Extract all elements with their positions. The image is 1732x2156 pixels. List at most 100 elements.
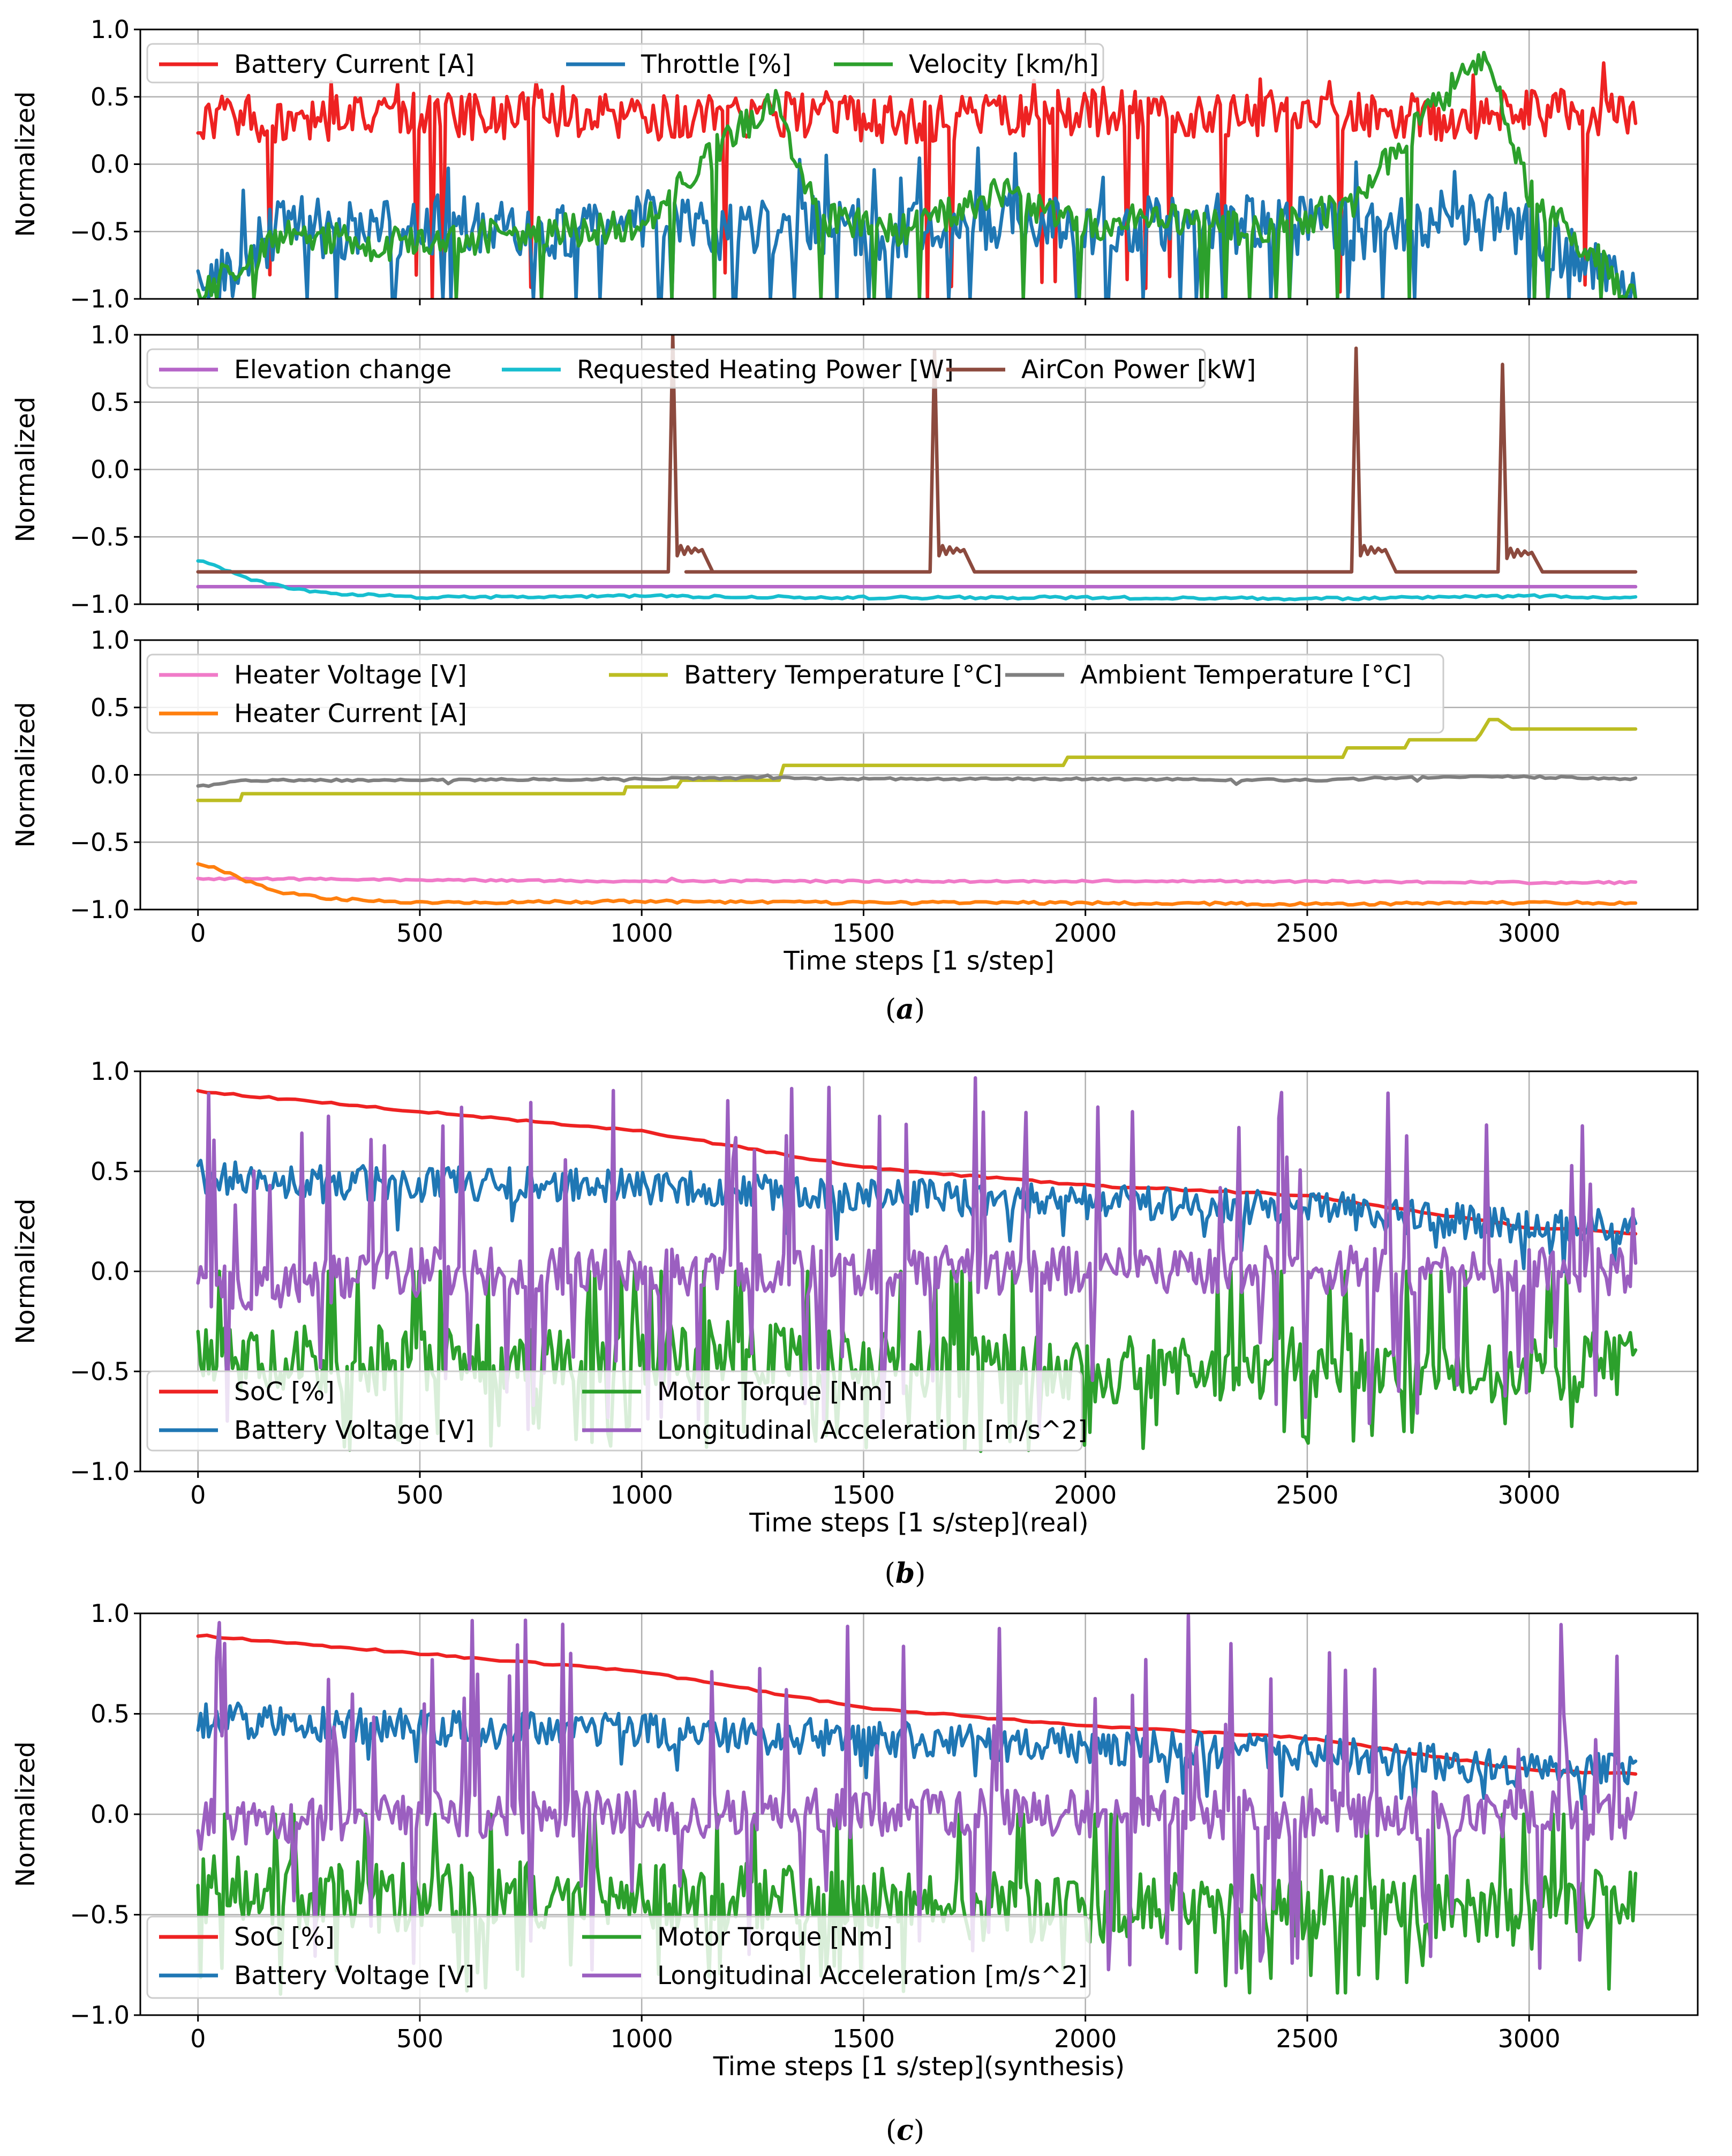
x-tick-label: 0 xyxy=(190,1481,206,1509)
legend: SoC [%] Battery Voltage [V] Motor Torque [… xyxy=(146,1370,1088,1452)
x-tick-label: 3000 xyxy=(1498,1481,1561,1509)
series-line-longitudinal-acceleration-m-s-2 xyxy=(196,1076,1638,1432)
x-axis-label: Time steps [1 s/step] xyxy=(783,946,1054,976)
y-axis-label: Normalized xyxy=(11,702,41,847)
caption-c: (c) xyxy=(886,2114,924,2147)
y-tick-label: −1.0 xyxy=(70,590,130,619)
y-tick-label: 0.5 xyxy=(91,388,130,417)
series-group xyxy=(196,335,1638,602)
x-tick-label: 1500 xyxy=(832,2024,895,2053)
series-group xyxy=(196,50,1638,299)
x-tick-label: 1500 xyxy=(832,1481,895,1509)
y-tick-label: −1.0 xyxy=(70,284,130,313)
legend: Elevation change Requested Heating Power … xyxy=(146,348,1256,389)
x-tick-label: 2000 xyxy=(1054,2024,1117,2053)
series-line-requested-heating-power-w xyxy=(196,559,1638,602)
series-line-motor-torque-nm xyxy=(196,1812,1638,1996)
y-tick-label: 0.5 xyxy=(91,82,130,111)
legend-label-heater-voltage-v: Heater Voltage [V] xyxy=(234,660,467,690)
y-tick-label: 0.0 xyxy=(91,1257,130,1286)
plot-frame xyxy=(139,639,1699,911)
series-line-longitudinal-acceleration-m-s-2 xyxy=(196,1613,1638,1974)
y-tick-label: 0.5 xyxy=(91,1700,130,1729)
plot-frame xyxy=(139,1612,1699,2016)
legend-label-soc: SoC [%] xyxy=(234,1377,335,1407)
legend-label-velocity-km-h: Velocity [km/h] xyxy=(909,50,1099,79)
x-tick-label: 3000 xyxy=(1498,2024,1561,2053)
x-tick-label: 500 xyxy=(396,919,443,948)
y-tick-label: 1.0 xyxy=(91,1599,130,1628)
y-axis-label: Normalized xyxy=(11,1198,41,1344)
legend-label-heater-current-a: Heater Current [A] xyxy=(234,699,467,728)
panel-b: 0 500 1000 1500 2000 2500 3000 1.0 0.5 0.0 −0.5 −1.… xyxy=(11,1057,1699,1538)
legend-box xyxy=(146,1370,1083,1452)
legend-label-elevation-change: Elevation change xyxy=(234,355,451,385)
y-tick-label: 1.0 xyxy=(91,15,130,44)
x-tick-label: 1500 xyxy=(832,919,895,948)
series-line-throttle xyxy=(196,146,1638,299)
legend-box xyxy=(146,348,1206,389)
caption-a: (a) xyxy=(885,993,925,1026)
x-tick-label: 2000 xyxy=(1054,1481,1117,1509)
x-tick-label: 2000 xyxy=(1054,919,1117,948)
y-tick-label: −1.0 xyxy=(70,895,130,924)
x-tick-label: 2500 xyxy=(1276,2024,1338,2053)
legend-label-longitudinal-acceleration-m-s-2: Longitudinal Acceleration [m/s^2] xyxy=(657,1961,1088,1990)
plot-frame xyxy=(139,334,1699,605)
y-tick-label: 0.5 xyxy=(91,693,130,722)
y-tick-label: 0.5 xyxy=(91,1157,130,1186)
x-axis-label: Time steps [1 s/step](real) xyxy=(749,1508,1089,1538)
y-tick-label: −0.5 xyxy=(70,1357,130,1386)
legend-label-soc: SoC [%] xyxy=(234,1922,335,1952)
x-axis-label: Time steps [1 s/step](synthesis) xyxy=(713,2052,1125,2082)
y-tick-label: 1.0 xyxy=(91,320,130,349)
x-tick-label: 1000 xyxy=(611,1481,673,1509)
legend-label-requested-heating-power-w: Requested Heating Power [W] xyxy=(577,355,954,385)
panel-c: 0 500 1000 1500 2000 2500 3000 1.0 0.5 0.0 −0.5 −1.… xyxy=(11,1599,1699,2082)
series-line-heater-voltage-v xyxy=(196,876,1638,885)
series-line-battery-voltage-v xyxy=(196,1701,1638,1811)
y-tick-label: −1.0 xyxy=(70,1457,130,1486)
series-line-aircon-power-kw xyxy=(196,335,1638,574)
legend-label-motor-torque-nm: Motor Torque [Nm] xyxy=(657,1922,893,1952)
legend: SoC [%] Battery Voltage [V] Motor Torque [… xyxy=(146,1915,1091,1999)
y-tick-label: 0.0 xyxy=(91,150,130,179)
y-tick-label: 0.0 xyxy=(91,761,130,790)
legend-label-battery-voltage-v: Battery Voltage [V] xyxy=(234,1416,475,1445)
y-tick-label: −0.5 xyxy=(70,828,130,857)
plot-frame xyxy=(139,28,1699,300)
y-tick-label: −1.0 xyxy=(70,2001,130,2030)
series-group xyxy=(196,718,1638,907)
y-tick-label: 0.0 xyxy=(91,1800,130,1829)
x-tick-label: 500 xyxy=(396,1481,443,1509)
x-tick-label: 0 xyxy=(190,2024,206,2053)
legend-label-battery-voltage-v: Battery Voltage [V] xyxy=(234,1961,475,1990)
y-tick-label: −0.5 xyxy=(70,522,130,551)
x-tick-label: 1000 xyxy=(611,2024,673,2053)
y-tick-label: −0.5 xyxy=(70,217,130,246)
y-axis-label: Normalized xyxy=(11,91,41,237)
x-tick-label: 1000 xyxy=(611,919,673,948)
y-axis-label: Normalized xyxy=(11,1741,41,1887)
legend-label-longitudinal-acceleration-m-s-2: Longitudinal Acceleration [m/s^2] xyxy=(657,1416,1088,1445)
legend-label-motor-torque-nm: Motor Torque [Nm] xyxy=(657,1377,893,1407)
legend-box xyxy=(146,653,1444,734)
series-line-battery-voltage-v xyxy=(196,1159,1638,1273)
series-line-battery-current-a xyxy=(196,61,1638,299)
legend-label-battery-current-a: Battery Current [A] xyxy=(234,50,475,79)
panel-a-top: 1.0 0.5 0.0 −0.5 −1.0 Normalized Battery Curre… xyxy=(11,15,1699,313)
x-tick-label: 3000 xyxy=(1498,919,1561,948)
series-line-ambient-temperature-c xyxy=(196,773,1638,788)
series-line-heater-current-a xyxy=(196,862,1638,907)
y-axis-label: Normalized xyxy=(11,396,41,542)
panel-a-bottom: 0 500 1000 1500 2000 2500 3000 1.0 0.5 0.0 −0.5 −1.… xyxy=(11,626,1699,976)
x-tick-label: 500 xyxy=(396,2024,443,2053)
plot-frame xyxy=(139,1070,1699,1473)
y-tick-label: −0.5 xyxy=(70,1900,130,1929)
legend-label-aircon-power-kw: AirCon Power [kW] xyxy=(1021,355,1256,385)
legend: Battery Current [A] Throttle [%] Velocity … xyxy=(146,43,1104,84)
x-tick-label: 2500 xyxy=(1276,919,1338,948)
y-tick-label: 1.0 xyxy=(91,1057,130,1086)
series-line-velocity-km-h xyxy=(196,50,1638,299)
